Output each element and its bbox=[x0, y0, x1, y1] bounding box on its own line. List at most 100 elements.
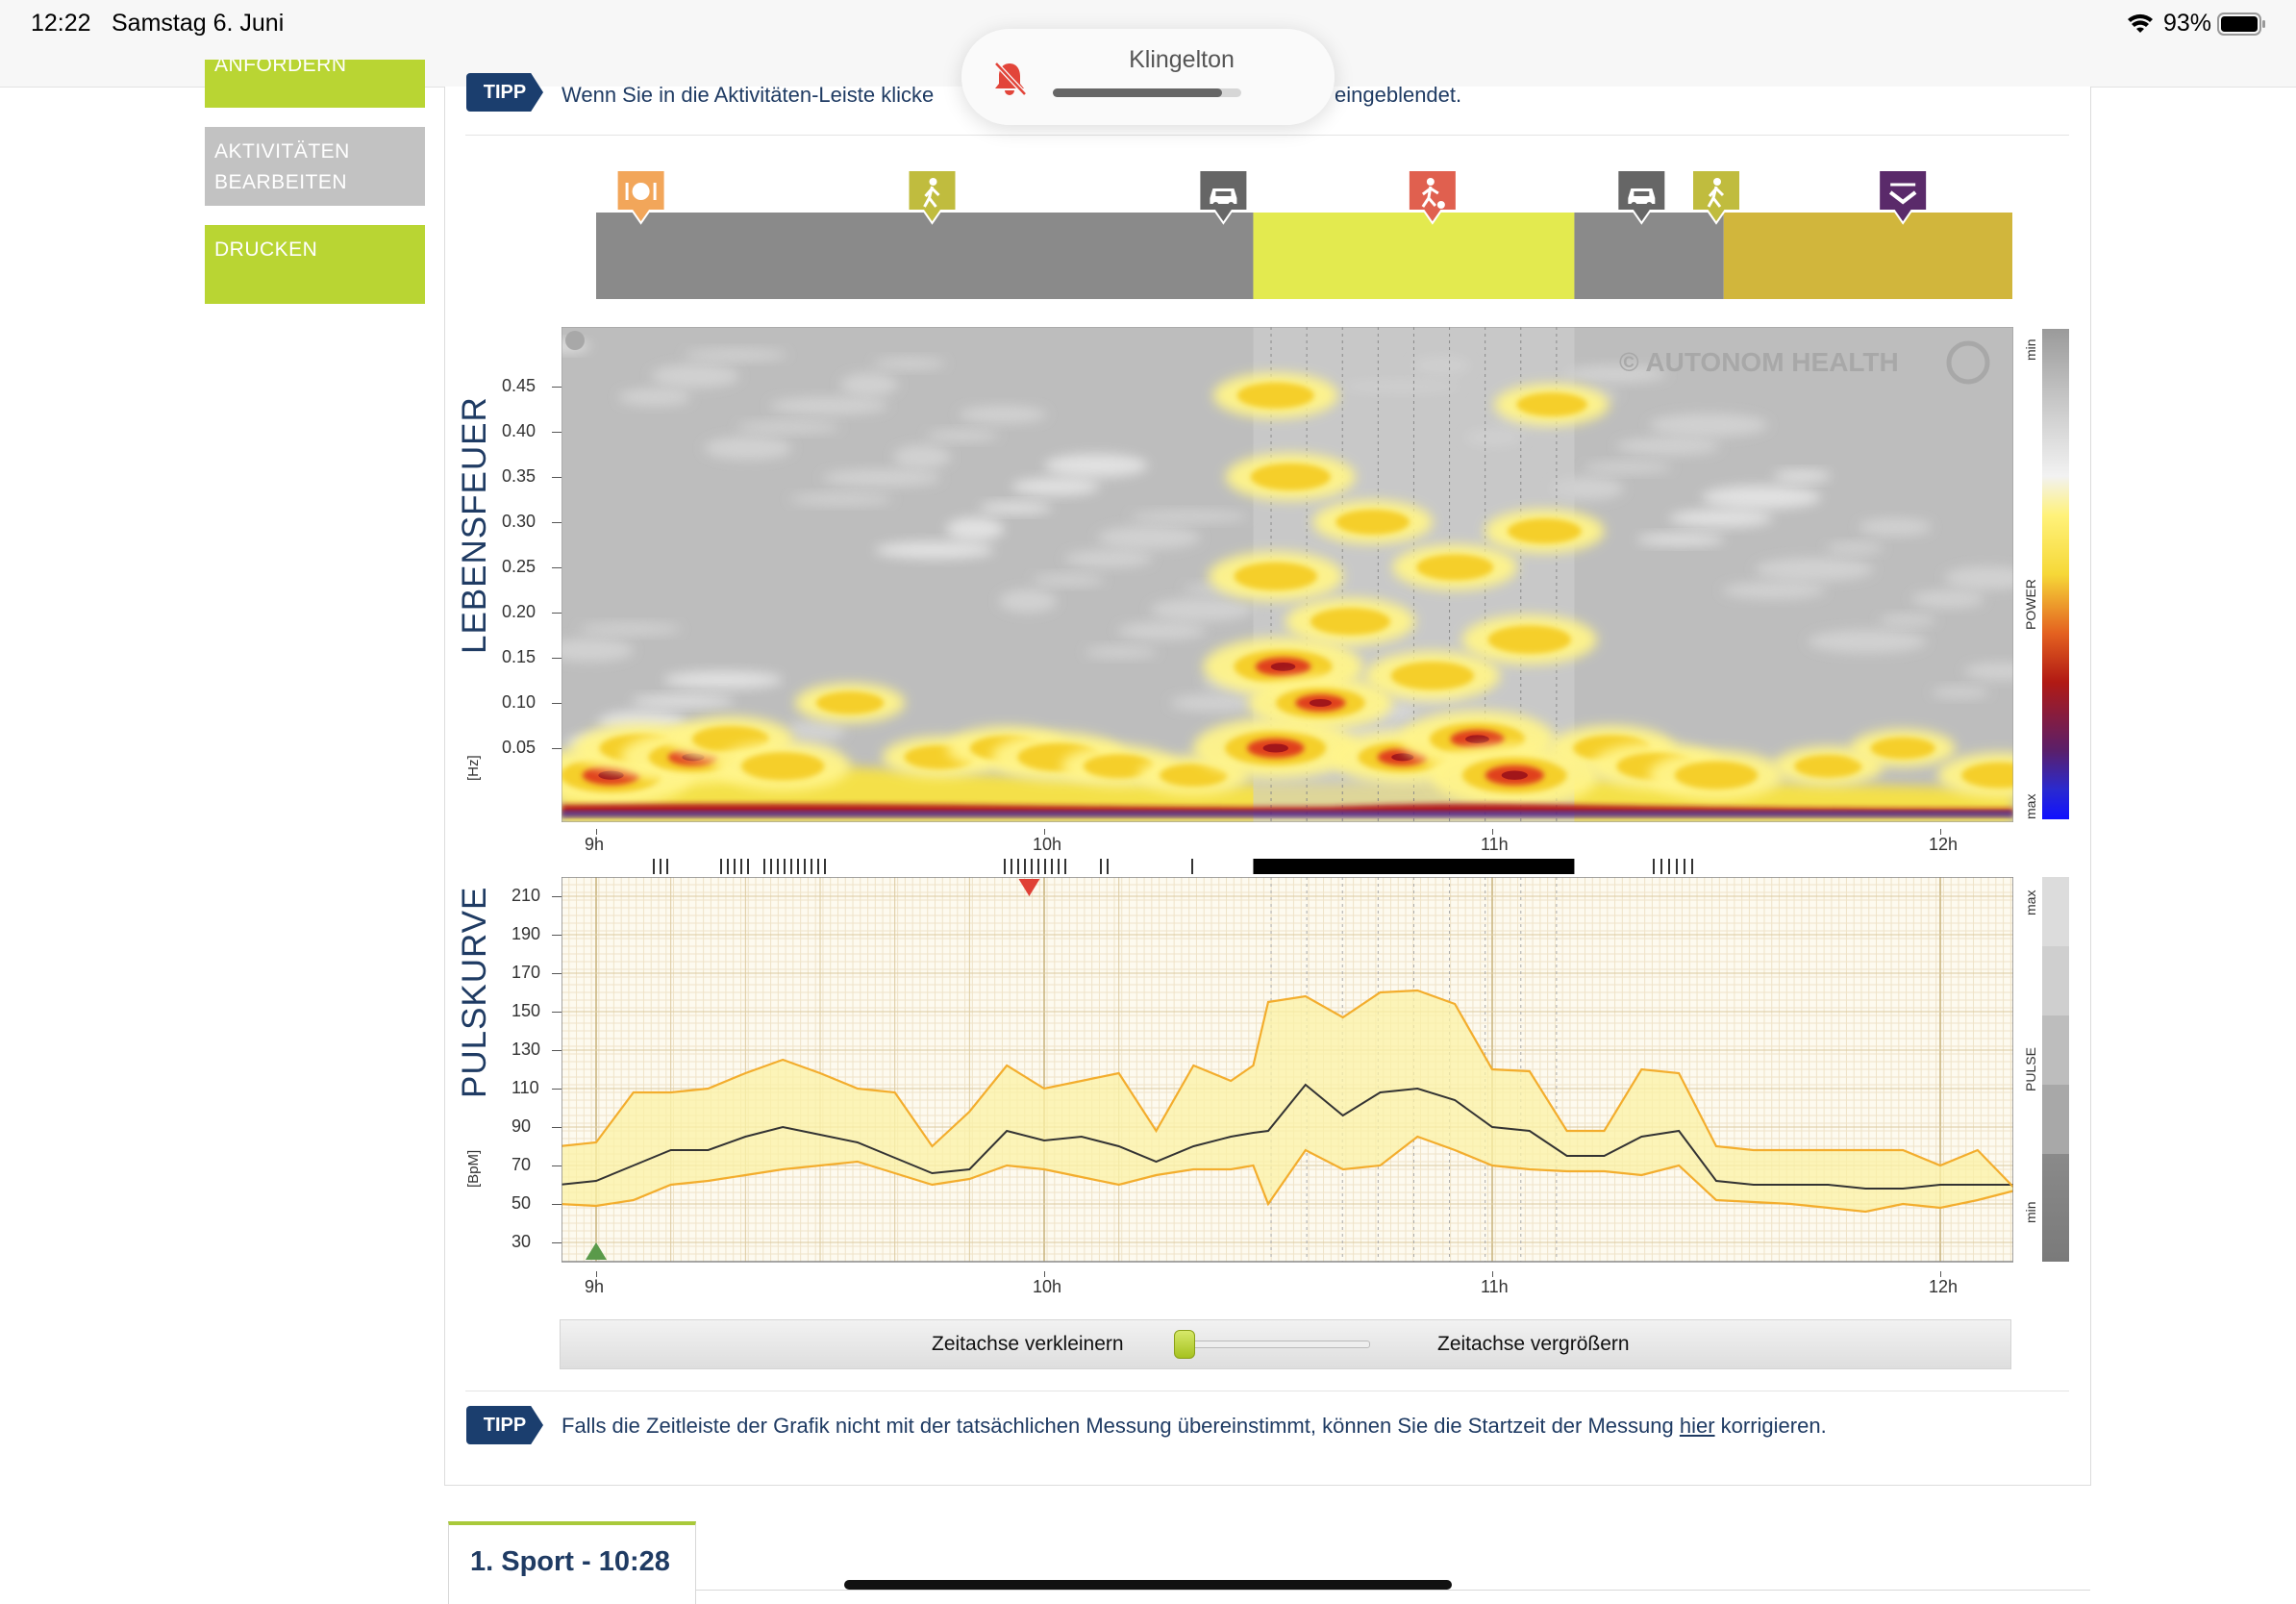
spectrogram-y-tick: 0.35 bbox=[502, 465, 537, 486]
event-tick bbox=[666, 859, 668, 874]
activity-bar[interactable] bbox=[0, 154, 2296, 308]
sleep-icon[interactable] bbox=[1878, 169, 1929, 225]
spectrogram-hotspot-max bbox=[1270, 662, 1296, 671]
max-pulse-marker[interactable] bbox=[1018, 879, 1040, 896]
activity-segment-2[interactable] bbox=[1574, 213, 1724, 299]
car-icon[interactable] bbox=[1198, 169, 1249, 225]
event-tick bbox=[653, 859, 655, 874]
pulse-y-tick: 170 bbox=[512, 963, 541, 982]
spectrogram-y-tick-mark bbox=[552, 566, 562, 568]
tab-sport-1-label: 1. Sport - 10:28 bbox=[470, 1546, 670, 1577]
pulse-y-tick: 110 bbox=[512, 1078, 539, 1097]
spectrogram-y-tick: 0.05 bbox=[502, 737, 537, 757]
sport-icon[interactable] bbox=[1407, 169, 1458, 225]
zoom-out-label[interactable]: Zeitachse verkleinern bbox=[932, 1333, 1124, 1355]
tab-sport-1[interactable]: 1. Sport - 10:28 bbox=[448, 1521, 696, 1604]
meal-icon[interactable] bbox=[615, 169, 666, 225]
ringer-notification: Klingelton bbox=[961, 29, 1335, 125]
min-pulse-marker[interactable] bbox=[586, 1242, 607, 1260]
spectrogram-texture bbox=[1130, 511, 1249, 522]
zoom-in-label[interactable]: Zeitachse vergrößern bbox=[1437, 1333, 1630, 1355]
sidebar-print-button[interactable]: DRUCKEN bbox=[205, 225, 425, 304]
pulse-color-legend bbox=[2042, 877, 2069, 1262]
walk-icon[interactable] bbox=[1691, 169, 1741, 225]
event-tick bbox=[817, 859, 819, 874]
pulse-y-tick-mark bbox=[552, 1012, 562, 1013]
activity-segment-0[interactable] bbox=[596, 213, 1254, 299]
spectrogram-texture bbox=[1616, 438, 1720, 455]
walk-icon[interactable] bbox=[907, 169, 958, 225]
pulse-legend-min: min bbox=[2023, 1201, 2038, 1223]
car-icon[interactable] bbox=[1616, 169, 1667, 225]
time-tick-label: 12h bbox=[1929, 835, 1959, 854]
zoom-slider-track[interactable] bbox=[1176, 1341, 1370, 1348]
spectrogram-texture bbox=[1563, 365, 1667, 383]
event-tick bbox=[1653, 859, 1655, 874]
time-tick-mark bbox=[1940, 1271, 1941, 1277]
spectrogram-texture bbox=[1584, 462, 1672, 473]
spectrogram-texture bbox=[562, 639, 634, 662]
spectrogram-y-tick: 0.40 bbox=[502, 420, 537, 440]
activity-segment-1[interactable] bbox=[1253, 213, 1575, 299]
spectrogram-texture bbox=[1879, 614, 1936, 626]
status-time: 12:22 bbox=[31, 10, 91, 37]
event-tick bbox=[660, 859, 661, 874]
pulse-y-tick-mark bbox=[552, 1050, 562, 1051]
event-tick bbox=[1037, 859, 1039, 874]
spectrogram-hotspot-core bbox=[740, 752, 825, 781]
spectrogram-texture bbox=[1964, 663, 2013, 680]
spectrogram-texture bbox=[1773, 470, 1831, 482]
spectrogram-texture bbox=[875, 541, 994, 559]
spectrogram-y-tick-mark bbox=[552, 612, 562, 614]
event-tick bbox=[1058, 859, 1060, 874]
spectrogram-texture bbox=[1032, 574, 1105, 586]
spectrogram-plot[interactable]: © AUTONOM HEALTH bbox=[562, 327, 2013, 822]
event-block bbox=[1253, 859, 1575, 874]
spectrogram-y-tick-mark bbox=[552, 476, 562, 478]
clock-icon[interactable] bbox=[565, 331, 585, 350]
time-tick-label: 12h bbox=[1929, 1277, 1959, 1296]
event-tick bbox=[1684, 859, 1685, 874]
spectrogram-y-tick: 0.45 bbox=[502, 375, 537, 395]
pulse-y-tick-mark bbox=[552, 1204, 562, 1205]
spectrogram-y-tick-mark bbox=[552, 521, 562, 523]
spectrogram-hotspot-core bbox=[1794, 754, 1862, 778]
event-tick bbox=[1031, 859, 1033, 874]
home-indicator[interactable] bbox=[844, 1580, 1452, 1590]
pulse-y-tick: 90 bbox=[512, 1116, 532, 1136]
pulse-chart-title: PULSKURVE bbox=[456, 886, 493, 1098]
event-tick bbox=[720, 859, 722, 874]
spectrogram-y-tick: 0.20 bbox=[502, 601, 537, 621]
event-tick bbox=[824, 859, 826, 874]
spectrogram-texture bbox=[789, 493, 893, 505]
spectrogram-hotspot-max bbox=[1391, 753, 1414, 762]
divider-top bbox=[465, 135, 2069, 136]
spectrogram-hotspot-core bbox=[1250, 463, 1331, 491]
pulse-y-tick: 70 bbox=[512, 1155, 532, 1174]
pulse-series-min bbox=[562, 1135, 2013, 1214]
time-tick-mark bbox=[1044, 829, 1045, 835]
spectrogram-texture bbox=[1911, 590, 1984, 608]
spectrogram-hotspot-core bbox=[1416, 554, 1494, 581]
correct-start-time-link[interactable]: hier bbox=[1679, 1414, 1715, 1438]
sidebar-edit-activities-button[interactable]: AKTIVITÄTEN BEARBEITEN bbox=[205, 127, 425, 206]
spectrogram-texture bbox=[873, 358, 946, 369]
event-tick bbox=[727, 859, 729, 874]
power-color-legend bbox=[2042, 329, 2069, 819]
pulse-y-tick: 50 bbox=[512, 1193, 532, 1213]
bell-slash-icon bbox=[994, 62, 1027, 96]
spectrogram-texture bbox=[684, 349, 787, 361]
pulse-legend-label: PULSE bbox=[2023, 1047, 2038, 1091]
activity-segment-3[interactable] bbox=[1723, 213, 2012, 299]
event-tick bbox=[740, 859, 742, 874]
zoom-slider-handle[interactable] bbox=[1174, 1330, 1195, 1359]
tip-text-bottom: Falls die Zeitleiste der Grafik nicht mi… bbox=[562, 1414, 1827, 1439]
event-tick bbox=[1660, 859, 1662, 874]
sidebar-request-button[interactable]: ANFORDERN bbox=[205, 60, 425, 108]
pulse-y-tick-mark bbox=[552, 1127, 562, 1128]
spectrogram-y-tick-mark bbox=[552, 386, 562, 388]
pulse-chart-plot[interactable] bbox=[562, 877, 2013, 1264]
spectrogram-hotspot-core bbox=[1507, 518, 1582, 544]
pulse-y-tick-mark bbox=[552, 1089, 562, 1090]
time-tick-mark bbox=[1492, 1271, 1493, 1277]
